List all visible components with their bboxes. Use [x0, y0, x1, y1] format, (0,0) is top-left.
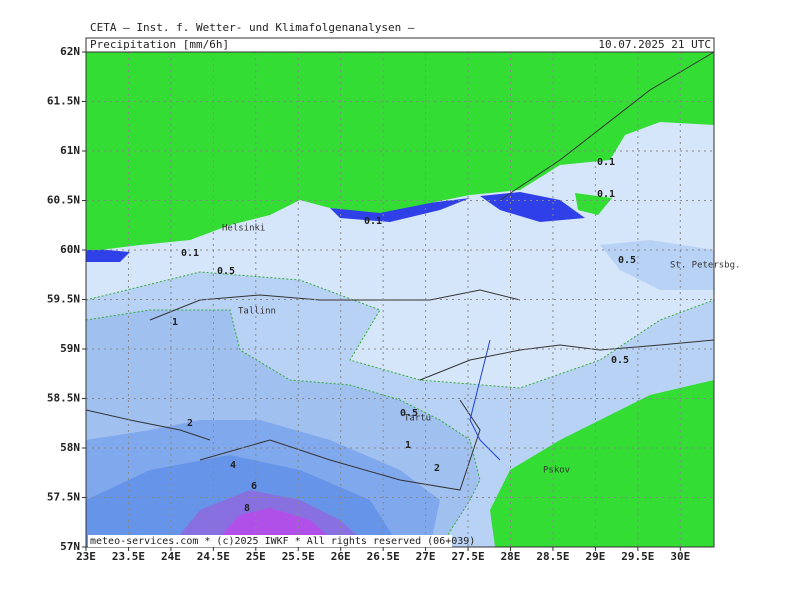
lat-label: 60.5N [47, 194, 80, 207]
footer: meteo-services.com * (c)2025 IWKF * All … [90, 536, 475, 547]
product-name: Precipitation [mm/6h] [90, 38, 229, 51]
lon-label: 30E [670, 550, 690, 563]
contour-label: 0.5 [611, 355, 629, 366]
lon-label: 28.5E [536, 550, 569, 563]
lon-label: 24.5E [197, 550, 230, 563]
lon-label: 25.5E [282, 550, 315, 563]
lat-label: 57N [60, 540, 80, 553]
lon-label: 26.5E [367, 550, 400, 563]
place-label: Pskov [543, 466, 570, 476]
place-label: St. Petersbg. [670, 261, 740, 271]
contour-label: 0.1 [364, 216, 382, 227]
border-line [499, 51, 715, 201]
lat-label: 58.5N [47, 392, 80, 405]
precip-0.1 [86, 248, 130, 262]
border-line [199, 399, 481, 491]
contour-label: 4 [230, 460, 236, 471]
border-line [419, 339, 715, 381]
lat-label: 57.5N [47, 491, 80, 504]
lon-label: 23E [76, 550, 96, 563]
place-label: Tartu [404, 414, 431, 424]
valid-time: 10.07.2025 21 UTC [598, 38, 711, 51]
footer-bg [88, 535, 452, 547]
lon-label: 27.5E [451, 550, 484, 563]
contour-label: 0.5 [618, 255, 636, 266]
contour-label: 1 [172, 317, 178, 328]
lon-label: 23.5E [112, 550, 145, 563]
lon-label: 28E [501, 550, 521, 563]
lat-label: 60N [60, 243, 80, 256]
land-southeast [490, 380, 714, 547]
lon-label: 24E [161, 550, 181, 563]
lat-label: 62N [60, 45, 80, 58]
lat-label: 61N [60, 144, 80, 157]
contour-label: 2 [434, 463, 440, 474]
land-island [575, 193, 612, 215]
lon-label: 26E [331, 550, 351, 563]
lon-label: 25E [246, 550, 266, 563]
header-title: CETA — Inst. f. Wetter- und Klimafolgena… [90, 21, 415, 34]
contour-label: 0.5 [400, 408, 418, 419]
contour-label: 1 [405, 440, 411, 451]
precip-0.5 [600, 240, 714, 290]
precip-0.1 [480, 192, 585, 222]
precip-0.1 [330, 198, 470, 222]
contour-label: 2 [187, 418, 193, 429]
river [469, 339, 501, 461]
contour-label: 0.1 [597, 189, 615, 200]
labels: 57N 57.5N 58N 58.5N 59N 59.5N 60N 60.5N 61N 61.5N… [47, 45, 741, 563]
contour-label: 8 [244, 503, 250, 514]
lat-label: 61.5N [47, 95, 80, 108]
lon-label: 29E [585, 550, 605, 563]
contour-label: 0.5 [217, 266, 235, 277]
lon-label: 29.5E [621, 550, 654, 563]
place-label: Tallinn [238, 307, 276, 317]
lat-label: 58N [60, 441, 80, 454]
lat-label: 59.5N [47, 293, 80, 306]
coastline [85, 409, 211, 441]
contour-label: 0.1 [181, 248, 199, 259]
grid [82, 51, 714, 551]
lon-label: 27E [416, 550, 436, 563]
contour-line [85, 271, 715, 389]
lat-label: 59N [60, 342, 80, 355]
contour-label: 0.1 [597, 157, 615, 168]
place-label: Helsinki [222, 224, 265, 234]
contour-label: 6 [251, 481, 257, 492]
